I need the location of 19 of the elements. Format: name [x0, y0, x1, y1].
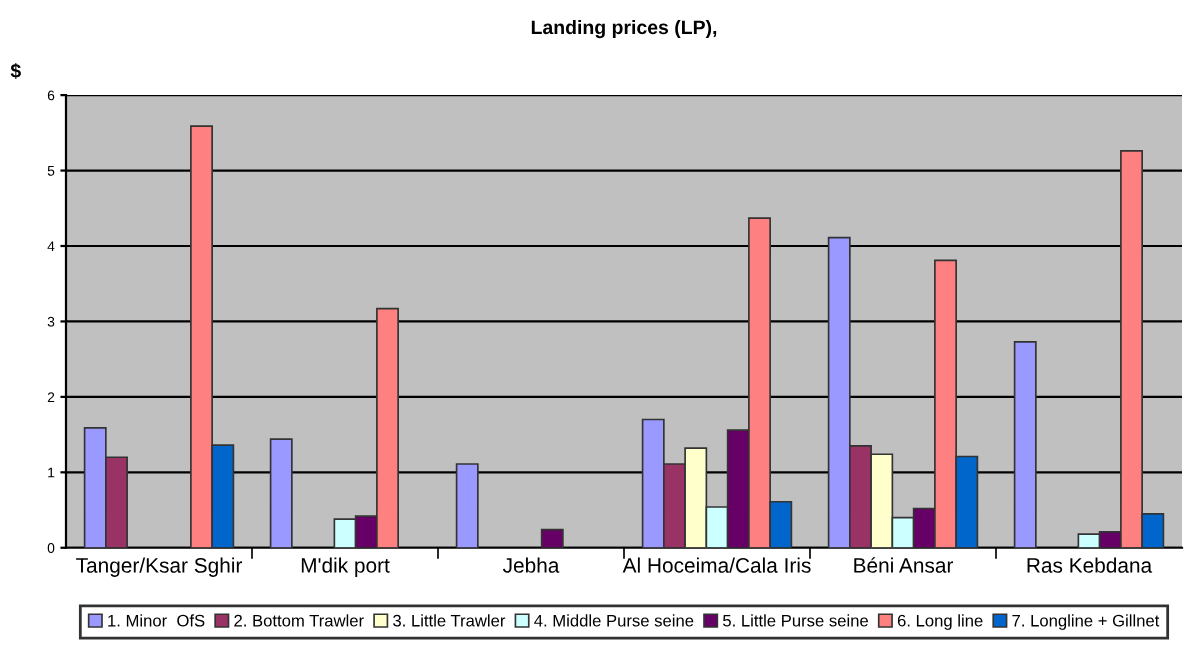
x-tick-label: Béni Ansar	[854, 557, 954, 573]
bar	[540, 528, 564, 548]
x-tick-label: Tanger/Ksar Sghir	[76, 557, 243, 577]
legend-label: 3. Little Trawler	[393, 614, 506, 627]
x-tick-label: Jebha	[502, 557, 560, 573]
legend-label: 6. Long line	[897, 614, 983, 630]
legend-label: 7. Longline + Gillnet	[1012, 614, 1160, 630]
legend-label: 2. Bottom Trawler	[234, 614, 364, 627]
bar	[269, 438, 293, 548]
legend-label: 4. Middle Purse seine	[534, 614, 694, 627]
bar	[1013, 340, 1037, 548]
y-axis-title: $	[10, 63, 21, 79]
x-tick-label: Al Hoceima/Cala Iris	[622, 557, 811, 573]
legend-label: 5. Little Purse seine	[723, 614, 868, 627]
bar	[455, 463, 479, 548]
chart-title: Landing prices (LP),	[531, 19, 717, 39]
x-tick-label: M'dik port	[301, 557, 390, 577]
x-tick-label: Ras Kebdana	[1027, 557, 1153, 573]
legend-label: 1. Minor OfS	[108, 614, 205, 627]
